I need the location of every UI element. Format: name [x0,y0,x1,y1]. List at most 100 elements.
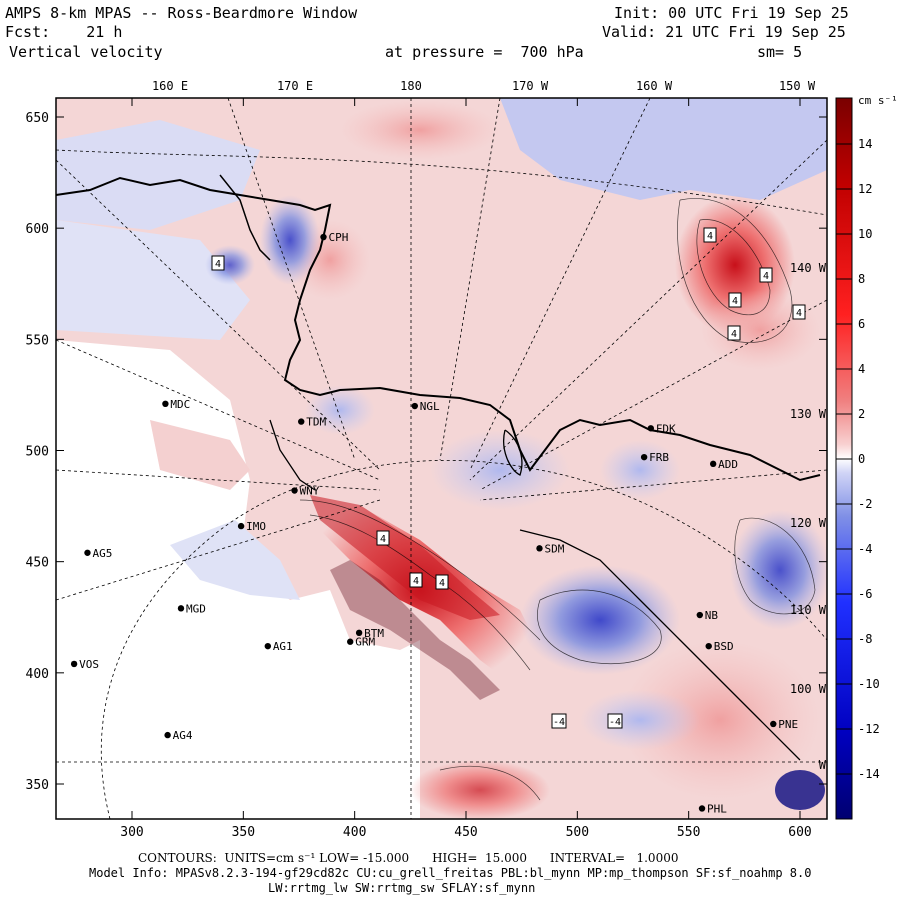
contour-label: 4 [380,534,386,545]
x-tick-label: 350 [232,825,255,840]
colorbar-label: -10 [858,677,880,691]
contour-label: 4 [215,259,221,270]
y-tick-label: 550 [26,333,49,348]
colorbar-label: 0 [858,452,865,466]
colorbar-label: 14 [858,137,872,151]
colorbar-label: -2 [858,497,872,511]
contour-label: 4 [439,578,445,589]
station-label: GRM [355,636,375,649]
y-tick-label: 650 [26,111,49,126]
x-tick-label: 600 [788,825,811,840]
station-marker [696,611,703,619]
station-label: MDC [170,398,190,411]
colorbar-label: -14 [858,767,880,781]
station-marker [640,453,648,461]
colorbar-label: 4 [858,362,865,376]
station-label: FDK [656,422,676,435]
longitude-label: 160 W [636,79,673,93]
contour-label: 4 [796,308,802,319]
map-title: AMPS 8-km MPAS -- Ross-Beardmore Window [5,4,358,22]
longitude-label: 110 W [790,603,827,617]
contours-label: CONTOURS: [138,851,217,865]
colorbar-label: 12 [858,182,872,196]
y-tick-label: 350 [26,778,49,793]
smoothing: sm= 5 [757,43,803,61]
x-tick-label: 500 [566,825,589,840]
colorbar-label: -4 [858,542,872,556]
x-tick-label: 450 [454,825,477,840]
station-label: AG4 [173,729,193,742]
station-label: BTM [364,627,384,640]
colorbar-label: -8 [858,632,872,646]
station-marker [347,638,354,645]
station-label: MGD [186,602,206,615]
station-marker [291,487,298,494]
x-tick-label: 300 [120,825,143,840]
station-marker [164,731,171,739]
station-marker [320,233,327,241]
station-marker [411,402,418,410]
contours-interval: INTERVAL= 1.0000 [549,851,679,865]
station-marker [162,400,169,408]
colorbar-label: -12 [858,722,880,736]
init-time: Init: 00 UTC Fri 19 Sep 25 [614,4,849,22]
longitude-label: 160 E [152,79,188,93]
contour-label: 4 [731,329,737,340]
colorbar-label: 8 [858,272,865,286]
contour-label: 4 [763,271,769,282]
longitude-label: 150 W [779,79,816,93]
station-marker [298,418,305,425]
longitude-label: 140 W [790,261,827,275]
y-tick-label: 450 [26,556,49,571]
contour-label: -4 [553,717,565,728]
contour-label: -4 [609,717,621,728]
station-marker [698,805,706,812]
contour-label: 4 [732,296,738,307]
x-tick-label: 550 [677,825,700,840]
longitude-label: 180 [400,79,422,93]
y-tick-label: 500 [26,445,49,460]
station-label: CPH [328,231,348,244]
colorbar-label: 2 [858,407,865,421]
longitude-label: 170 E [277,79,313,93]
physics-info: LW:rrtmg_lw SW:rrtmg_sw SFLAY:sf_mynn [268,881,536,895]
station-label: TDM [306,416,326,429]
station-label: AG5 [92,547,112,560]
contour-labels: 4 4 4 4 4 4 4 4 4 -4 -4 [211,227,806,729]
colorbar-unit: cm s⁻¹ [858,94,898,107]
plot-frame [55,97,828,820]
field-name: Vertical velocity [9,43,163,61]
longitude-label: 170 W [512,79,549,93]
longitude-label: 120 W [790,516,827,530]
longitude-label: W [819,758,827,772]
coastline [55,176,821,482]
y-tick-label: 600 [26,222,49,237]
colorbar-label: -6 [858,587,872,601]
footer-contours: CONTOURS: UNITS=cm s⁻¹ LOW= -15.000 HIGH… [138,849,678,867]
colorbar-label: 6 [858,317,865,331]
station-label: SDM [544,542,564,555]
station-marker [647,425,655,432]
contours-high: HIGH= 15.000 [432,851,527,865]
station-label: AG1 [273,640,293,653]
station-label: NB [705,609,719,622]
pressure-level: at pressure = 700 hPa [385,43,584,61]
forecast-hour: Fcst: 21 h [5,23,123,41]
graticule [55,97,828,820]
contours-units: UNITS=cm s⁻¹ [224,851,316,865]
longitude-label: 100 W [790,682,827,696]
longitude-label: 130 W [790,407,827,421]
y-tick-label: 400 [26,667,49,682]
x-tick-label: 400 [343,825,366,840]
station-marker [536,545,543,552]
station-label: PHL [707,802,727,815]
station-label: VOS [79,658,99,671]
station-marker [264,642,272,650]
station-marker [70,660,78,668]
model-info: Model Info: MPASv8.2.3-194-gf29cd82c CU:… [89,866,812,880]
station-label: FRB [649,451,669,464]
station-label: BSD [714,640,734,653]
station-marker [770,720,777,728]
station-marker [237,522,245,530]
